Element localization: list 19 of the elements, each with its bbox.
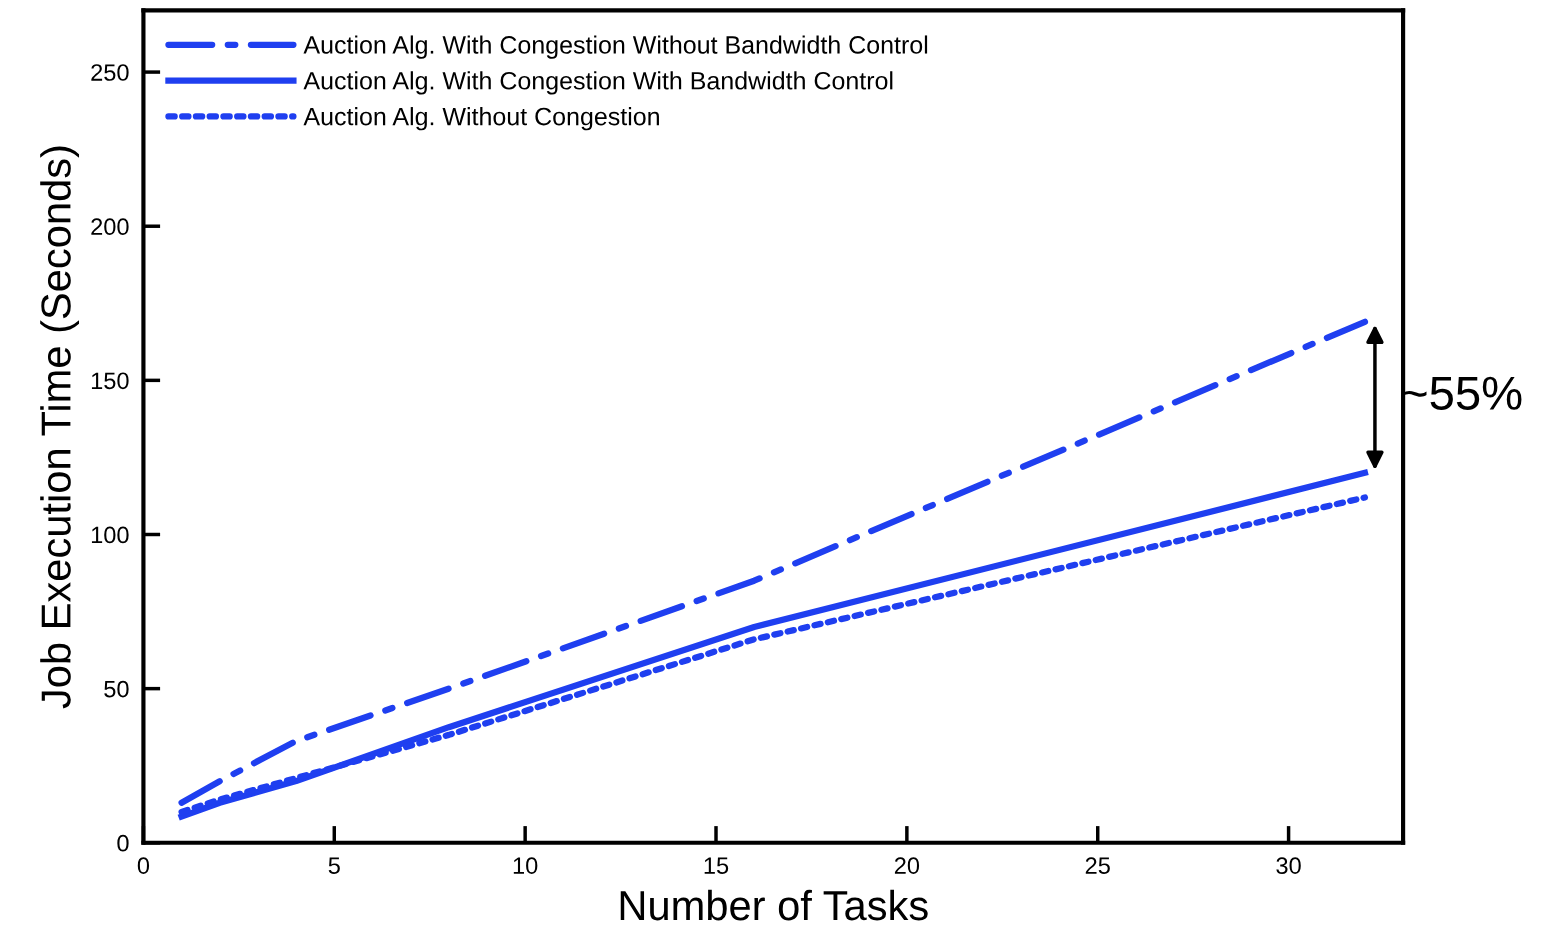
y-tick-label: 0 [117, 834, 129, 852]
x-tick-label: 10 [513, 857, 538, 874]
y-tick-label: 100 [91, 526, 129, 544]
text: ~55% [1403, 376, 1522, 410]
y-tick-label: 50 [104, 680, 129, 698]
legend-label: Auction Alg. With Congestion Without Bandwidth Control [303, 35, 928, 59]
y-axis-title: Job Execution Time (Seconds) [40, 146, 80, 709]
x-axis-title: Number of Tasks [620, 889, 928, 921]
legend-label: Auction Alg. Without Congestion [303, 107, 659, 131]
x-tick-label: 25 [1085, 857, 1110, 874]
y-tick-label: 150 [91, 372, 129, 390]
x-tick-label: 0 [137, 857, 150, 874]
x-tick-label: 30 [1276, 857, 1301, 874]
x-tick-label: 5 [328, 857, 340, 874]
x-tick-label: 15 [704, 857, 729, 874]
legend-label: Auction Alg. With Congestion With Bandwidth Control [303, 71, 893, 95]
y-tick-label: 200 [91, 218, 129, 236]
x-tick-label: 20 [894, 857, 920, 874]
y-tick-label: 250 [91, 64, 129, 81]
